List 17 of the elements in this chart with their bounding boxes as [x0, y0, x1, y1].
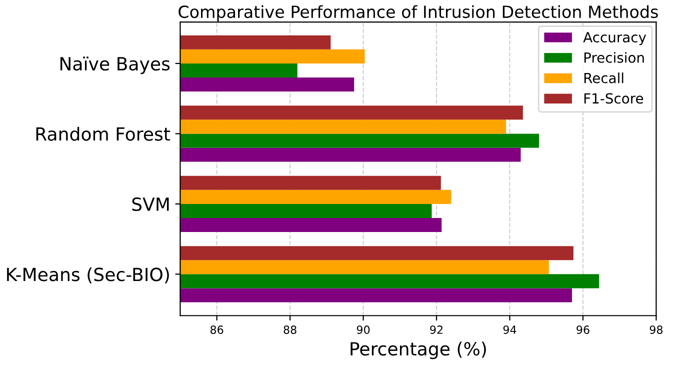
- legend-label: Precision: [584, 52, 644, 63]
- x-tick-label: 98: [650, 326, 663, 334]
- x-tick-label: 90: [356, 326, 370, 334]
- x-tick-label: 96: [576, 326, 590, 334]
- x-tick-label: 88: [284, 326, 296, 334]
- legend-label: F1-Score: [584, 93, 644, 104]
- x-tick-label: 94: [503, 326, 516, 334]
- chart-title: Comparative Performance of Intrusion Detection Methods: [178, 5, 658, 22]
- y-tick-label: SVM: [132, 197, 169, 212]
- legend-label: Accuracy: [583, 32, 646, 46]
- x-tick-label: 86: [210, 326, 224, 334]
- y-tick-label: K-Means (Sec-BIO): [7, 267, 169, 284]
- x-axis-title: Percentage (%): [350, 342, 486, 360]
- y-tick-label: Random Forest: [36, 126, 170, 141]
- y-tick-label: Naïve Bayes: [60, 56, 170, 74]
- legend-label: Recall: [584, 72, 624, 84]
- x-tick-label: 92: [430, 326, 442, 334]
